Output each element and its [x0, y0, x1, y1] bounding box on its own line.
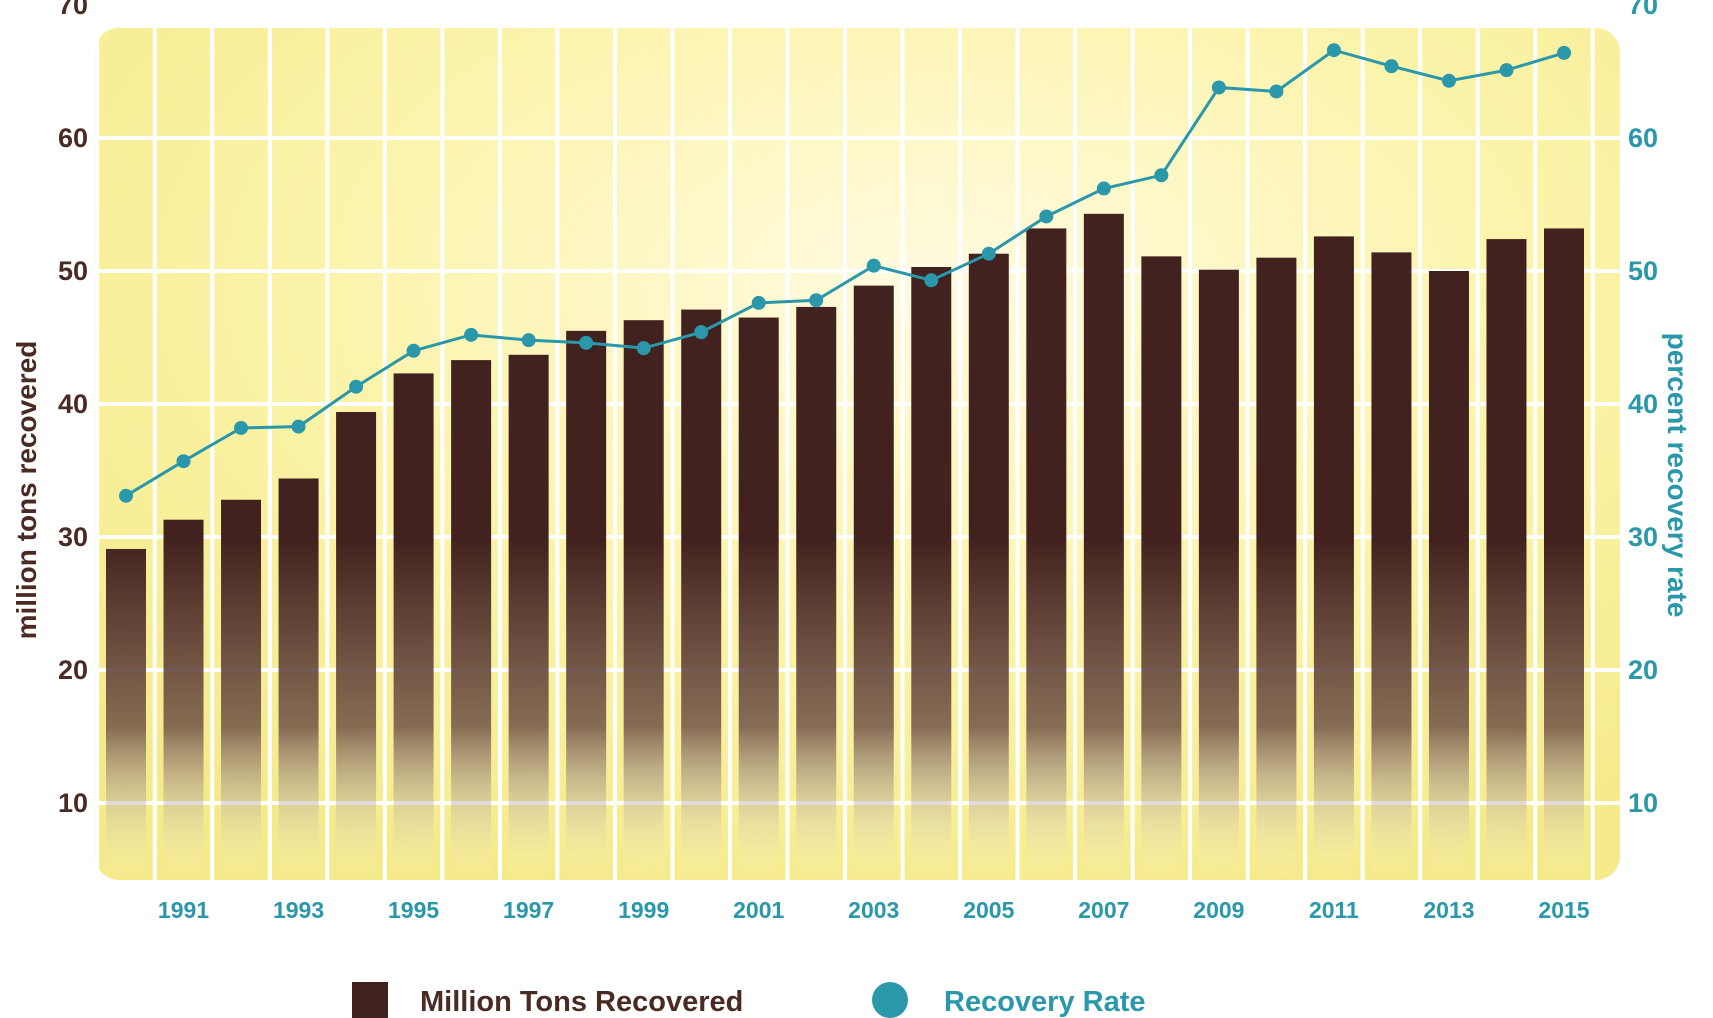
recovery-rate-point-2015	[1557, 45, 1571, 60]
recovery-rate-line	[119, 43, 1571, 503]
x-tick-label: 2011	[1309, 897, 1359, 923]
recovery-rate-point-2007	[1096, 181, 1111, 196]
y-tick-label: 20	[58, 655, 88, 685]
recovery-rate-point-2005	[981, 246, 996, 261]
y-tick-label: 10	[58, 788, 88, 818]
y2-axis-title: percent recovery rate	[1662, 333, 1693, 618]
y-axis-title: million tons recovered	[11, 341, 42, 640]
y-tick-label: 50	[58, 256, 88, 286]
x-tick-label: 1993	[273, 897, 324, 923]
bars	[106, 213, 1584, 881]
recovery-rate-point-1993	[291, 419, 306, 434]
recovery-rate-point-1998	[579, 335, 594, 350]
bar-2006	[1026, 228, 1067, 880]
recovery-rate-point-1995	[406, 343, 421, 358]
y2-tick-label: 10	[1628, 788, 1658, 818]
recovery-rate-point-1991	[176, 454, 191, 469]
bar-1999	[623, 320, 664, 881]
x-tick-label: 1995	[388, 897, 439, 923]
x-tick-label: 2001	[733, 897, 784, 923]
x-tick-label: 2005	[963, 897, 1014, 923]
bar-2005	[968, 253, 1009, 880]
bar-1994	[336, 411, 377, 880]
recovery-rate-point-2013	[1441, 73, 1456, 88]
recovery-rate-point-2012	[1384, 59, 1399, 74]
legend-label-line: Recovery Rate	[944, 986, 1146, 1018]
recovery-rate-point-1992	[234, 420, 249, 435]
y2-tick-label: 30	[1628, 522, 1658, 552]
bar-2011	[1313, 236, 1354, 881]
recovery-rate-point-1990	[119, 488, 133, 503]
bar-2001	[738, 317, 779, 880]
bar-2012	[1371, 252, 1412, 880]
bar-1996	[451, 360, 492, 880]
bar-2002	[796, 306, 837, 880]
recovery-rate-point-2003	[866, 258, 881, 273]
bar-2010	[1256, 257, 1297, 880]
bar-1991	[163, 519, 204, 880]
bar-1990	[106, 548, 146, 880]
recovery-rate-polyline	[125, 48, 1565, 498]
x-tick-label: 2015	[1538, 897, 1589, 923]
x-tick-label: 2003	[848, 897, 899, 923]
recovery-rate-point-2000	[694, 325, 709, 340]
legend-label-bar: Million Tons Recovered	[420, 986, 743, 1018]
recovery-rate-point-1994	[349, 379, 364, 394]
recovery-rate-point-1999	[636, 341, 651, 356]
recovery-rate-point-1996	[464, 327, 479, 342]
bar-2000	[681, 309, 722, 880]
y-tick-label: 40	[58, 389, 88, 419]
bar-2009	[1198, 269, 1239, 880]
x-tick-label: 2007	[1078, 897, 1129, 923]
bar-2004	[911, 267, 952, 880]
recovery-rate-point-2010	[1269, 84, 1284, 99]
bar-2007	[1083, 213, 1124, 880]
bar-2003	[853, 285, 894, 880]
x-tick-label: 1997	[503, 897, 554, 923]
legend-swatch-line	[872, 982, 908, 1018]
y2-tick-label: 50	[1628, 256, 1658, 286]
recovery-rate-point-2001	[751, 295, 766, 310]
y-tick-label: 30	[58, 522, 88, 552]
x-tick-label: 1991	[158, 897, 209, 923]
x-tick-label: 2013	[1423, 897, 1474, 923]
y2-tick-label: 20	[1628, 655, 1658, 685]
recovery-rate-point-1997	[521, 333, 536, 348]
recovery-rate-point-2011	[1326, 43, 1341, 58]
y-tick-label: 70	[58, 0, 88, 20]
axes: 10 20 30 40 50 60 70 10 20 30 40 50 60 70 1991 1993 1995…	[11, 0, 1693, 923]
legend-swatch-bar	[352, 982, 388, 1018]
recovery-rate-point-2006	[1039, 209, 1054, 224]
recovery-rate-point-2014	[1499, 63, 1514, 78]
bar-2013	[1428, 271, 1469, 880]
recovery-rate-point-2008	[1154, 168, 1169, 183]
bar-1993	[278, 478, 319, 880]
bar-2015	[1544, 228, 1584, 880]
bar-2008	[1141, 256, 1182, 880]
recovery-rate-point-2002	[809, 293, 824, 308]
bar-1995	[393, 373, 434, 880]
y2-tick-label: 60	[1628, 123, 1658, 153]
legend: Million Tons Recovered Recovery Rate	[352, 982, 1146, 1018]
bar-1998	[566, 330, 607, 881]
recovery-rate-point-2009	[1211, 80, 1226, 95]
y2-tick-label: 40	[1628, 389, 1658, 419]
bar-1992	[221, 499, 262, 880]
y-tick-label: 60	[58, 123, 88, 153]
x-tick-label: 1999	[618, 897, 669, 923]
x-tick-label: 2009	[1193, 897, 1244, 923]
y2-tick-label: 70	[1628, 0, 1658, 20]
recovery-rate-point-2004	[924, 273, 939, 288]
bar-1997	[508, 354, 549, 880]
bar-2014	[1486, 239, 1527, 880]
